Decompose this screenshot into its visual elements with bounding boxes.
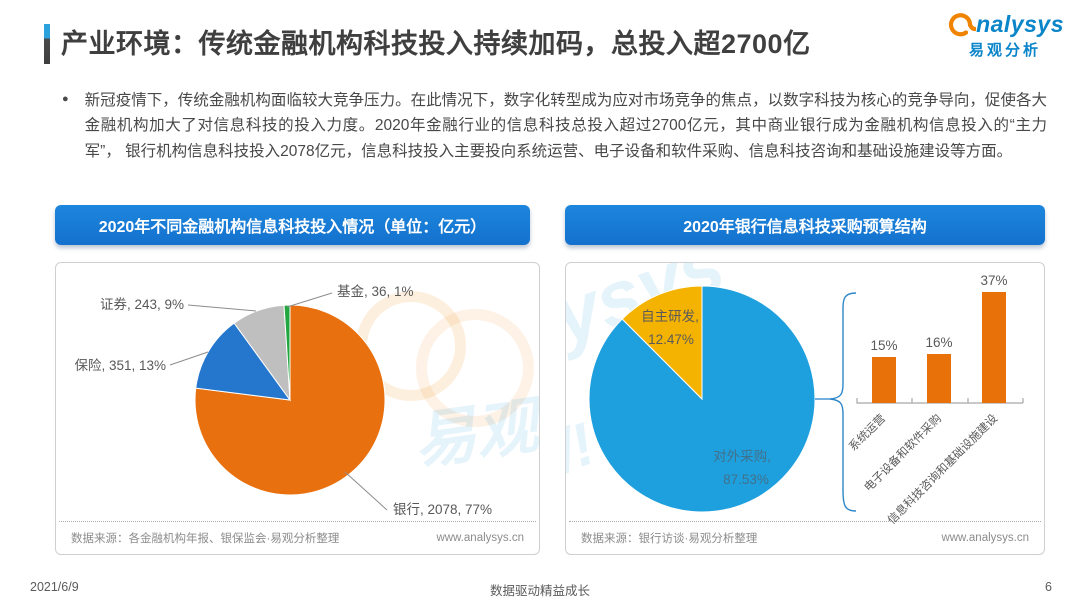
- pie-label-selfdev-name: 自主研发,: [641, 309, 699, 324]
- pie-label-securities: 证券, 243, 9%: [100, 297, 184, 312]
- pie-label-external-name: 对外采购,: [713, 449, 771, 464]
- chart-banner-left: 2020年不同金融机构信息科技投入情况（单位：亿元）: [55, 205, 530, 245]
- logo-swoosh-icon: [949, 13, 977, 37]
- bar-axis: [856, 398, 1024, 404]
- panel-right: ysys /! 自主研发, 12.47% 对外采购, 87.53% 15% 16…: [565, 262, 1045, 555]
- logo-wordmark: nalysys: [976, 10, 1064, 37]
- intro-text: 新冠疫情下，传统金融机构面临较大竞争压力。在此情况下，数字化转型成为应对市场竞争…: [84, 92, 1047, 160]
- bar-value-2: 37%: [980, 273, 1007, 288]
- pie-slice-selfdev: [621, 285, 703, 401]
- pie-label-bank: 银行, 2078, 77%: [393, 502, 492, 517]
- chart-banner-left-title: 2020年不同金融机构信息科技投入情况（单位：亿元）: [98, 219, 487, 236]
- bar-equipment-software: [927, 354, 951, 403]
- leader-line-bank: [344, 471, 388, 511]
- title-accent-bar: [44, 24, 50, 64]
- footer-page-number: 6: [1045, 580, 1052, 594]
- pie-slice-insurance: [195, 322, 292, 401]
- panel-left: 易观 基金, 36, 1% 证券, 243, 9% 保险, 351, 13% 银…: [55, 262, 540, 555]
- bullet-icon: ●: [62, 93, 69, 105]
- website-left: www.analysys.cn: [436, 531, 524, 544]
- pie-label-insurance: 保险, 351, 13%: [74, 358, 166, 373]
- pie-label-selfdev-pct: 12.47%: [648, 332, 694, 347]
- pie-label-external-pct: 87.53%: [723, 472, 769, 487]
- pie-chart-institutions: 易观 基金, 36, 1% 证券, 243, 9% 保险, 351, 13% 银…: [56, 263, 539, 521]
- footer-slogan: 数据驱动精益成长: [489, 584, 590, 598]
- curly-brace-icon: [829, 292, 857, 512]
- header: 产业环境：传统金融机构科技投入持续加码，总投入超2700亿: [44, 24, 811, 64]
- page-title: 产业环境：传统金融机构科技投入持续加码，总投入超2700亿: [61, 29, 811, 59]
- pie-slice-fund: [283, 304, 291, 401]
- footer-date: 2021/6/9: [30, 580, 79, 594]
- bar-value-1: 16%: [925, 335, 952, 350]
- chart-banner-right-title: 2020年银行信息科技采购预算结构: [683, 219, 927, 236]
- intro-paragraph: ● 新冠疫情下，传统金融机构面临较大竞争压力。在此情况下，数字化转型成为应对市场…: [62, 88, 1047, 164]
- analysys-logo: nalysys 易观分析: [946, 10, 1064, 60]
- pie-label-fund: 基金, 36, 1%: [337, 283, 414, 299]
- leader-line-insurance: [169, 351, 209, 366]
- data-source-left: 数据来源：各金融机构年报、银保监会·易观分析整理: [71, 532, 340, 545]
- website-right: www.analysys.cn: [941, 531, 1029, 544]
- bar-category-2: 信息科技咨询和基础设施建设: [885, 411, 1001, 527]
- bar-value-0: 15%: [870, 338, 897, 353]
- bar-consulting-infrastructure: [982, 292, 1006, 403]
- data-source-right: 数据来源：银行访谈·易观分析整理: [581, 532, 758, 545]
- bar-system-operation: [872, 357, 896, 403]
- leader-line-fund: [286, 292, 333, 308]
- leader-line-securities: [187, 304, 257, 312]
- chart-banner-right: 2020年银行信息科技采购预算结构: [565, 205, 1045, 245]
- bar-category-0: 系统运营: [846, 411, 888, 453]
- page-footer: 2021/6/9 数据驱动精益成长 6: [0, 572, 1080, 608]
- logo-chinese: 易观分析: [969, 42, 1042, 59]
- pie-chart-procurement: ysys /! 自主研发, 12.47% 对外采购, 87.53% 15% 16…: [566, 263, 1044, 527]
